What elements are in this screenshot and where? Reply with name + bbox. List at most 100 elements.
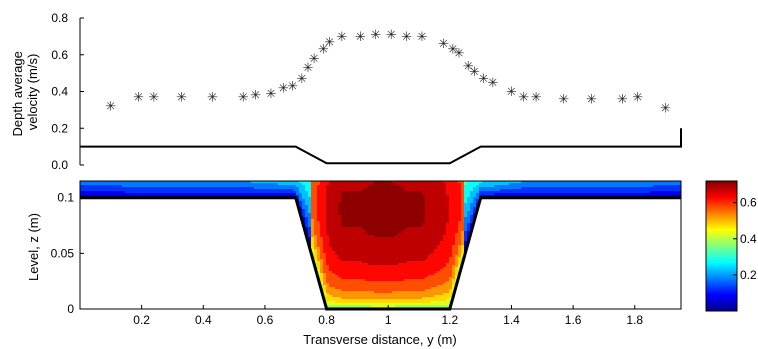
contour-cell [326, 267, 330, 270]
contour-cell [452, 283, 456, 286]
contour-cell [455, 183, 459, 186]
contour-cell [317, 251, 321, 254]
contour-cell [422, 299, 426, 302]
contour-cell [374, 223, 378, 226]
contour-cell [389, 223, 393, 226]
contour-cell [668, 191, 672, 194]
contour-cell [536, 185, 540, 188]
contour-cell [401, 227, 405, 230]
contour-cell [404, 277, 408, 280]
contour-cell [203, 185, 207, 188]
contour-cell [311, 251, 315, 254]
contour-cell [422, 269, 426, 272]
contour-cell [314, 215, 318, 218]
contour-cell [554, 189, 558, 192]
contour-cell [347, 215, 351, 218]
contour-cell [164, 183, 168, 186]
colorbar-tick-label: 0.2 [740, 268, 757, 282]
contour-cell [368, 257, 372, 260]
contour-cell [314, 239, 318, 242]
contour-cell [335, 265, 339, 268]
contour-cell [365, 267, 369, 270]
contour-cell [422, 279, 426, 282]
contour-cell [431, 293, 435, 296]
contour-cell [530, 191, 534, 194]
contour-cell [425, 277, 429, 280]
contour-cell [449, 183, 453, 186]
contour-cell [413, 223, 417, 226]
contour-cell [338, 259, 342, 262]
contour-cell [317, 197, 321, 200]
contour-cell [626, 187, 630, 190]
contour-cell [173, 189, 177, 192]
contour-cell [413, 259, 417, 262]
contour-cell [374, 259, 378, 262]
contour-cell [425, 239, 429, 242]
contour-cell [335, 251, 339, 254]
contour-cell [233, 187, 237, 190]
contour-cell [404, 251, 408, 254]
contour-cell [380, 245, 384, 248]
contour-cell [353, 233, 357, 236]
contour-cell [653, 183, 657, 186]
contour-cell [431, 259, 435, 262]
contour-cell [401, 183, 405, 186]
contour-cell [365, 279, 369, 282]
contour-cell [251, 191, 255, 194]
contour-cell [425, 185, 429, 188]
contour-cell [404, 225, 408, 228]
contour-cell [422, 207, 426, 210]
contour-cell [359, 185, 363, 188]
contour-cell [665, 193, 669, 196]
contour-cell [389, 293, 393, 296]
contour-cell [518, 193, 522, 196]
contour-cell [350, 277, 354, 280]
contour-cell [422, 261, 426, 264]
contour-cell [635, 183, 639, 186]
contour-cell [431, 289, 435, 292]
contour-cell [314, 257, 318, 260]
contour-cell [428, 191, 432, 194]
contour-cell [329, 195, 333, 198]
contour-cell [338, 283, 342, 286]
contour-cell [236, 183, 240, 186]
contour-cell [431, 253, 435, 256]
contour-cell [467, 209, 471, 212]
contour-cell [431, 305, 435, 308]
contour-cell [218, 189, 222, 192]
contour-cell [311, 205, 315, 208]
contour-cell [443, 245, 447, 248]
contour-cell [317, 181, 321, 184]
contour-cell [362, 275, 366, 278]
contour-cell [413, 291, 417, 294]
contour-cell [458, 233, 462, 236]
contour-cell [632, 185, 636, 188]
contour-cell [452, 263, 456, 266]
contour-cell [176, 187, 180, 190]
contour-cell [596, 193, 600, 196]
contour-cell [347, 267, 351, 270]
contour-cell [383, 247, 387, 250]
contour-cell [266, 187, 270, 190]
contour-cell [275, 187, 279, 190]
contour-cell [308, 213, 312, 216]
contour-cell [365, 241, 369, 244]
contour-cell [410, 195, 414, 198]
contour-cell [296, 189, 300, 192]
contour-cell [317, 259, 321, 262]
contour-cell [503, 189, 507, 192]
contour-cell [320, 259, 324, 262]
contour-cell [311, 239, 315, 242]
contour-cell [323, 185, 327, 188]
contour-cell [527, 193, 531, 196]
contour-cell [431, 299, 435, 302]
contour-cell [440, 229, 444, 232]
contour-cell [416, 239, 420, 242]
contour-cell [491, 185, 495, 188]
contour-cell [446, 233, 450, 236]
contour-cell [350, 199, 354, 202]
contour-cell [371, 233, 375, 236]
contour-cell [350, 267, 354, 270]
contour-cell [566, 187, 570, 190]
contour-cell [449, 225, 453, 228]
